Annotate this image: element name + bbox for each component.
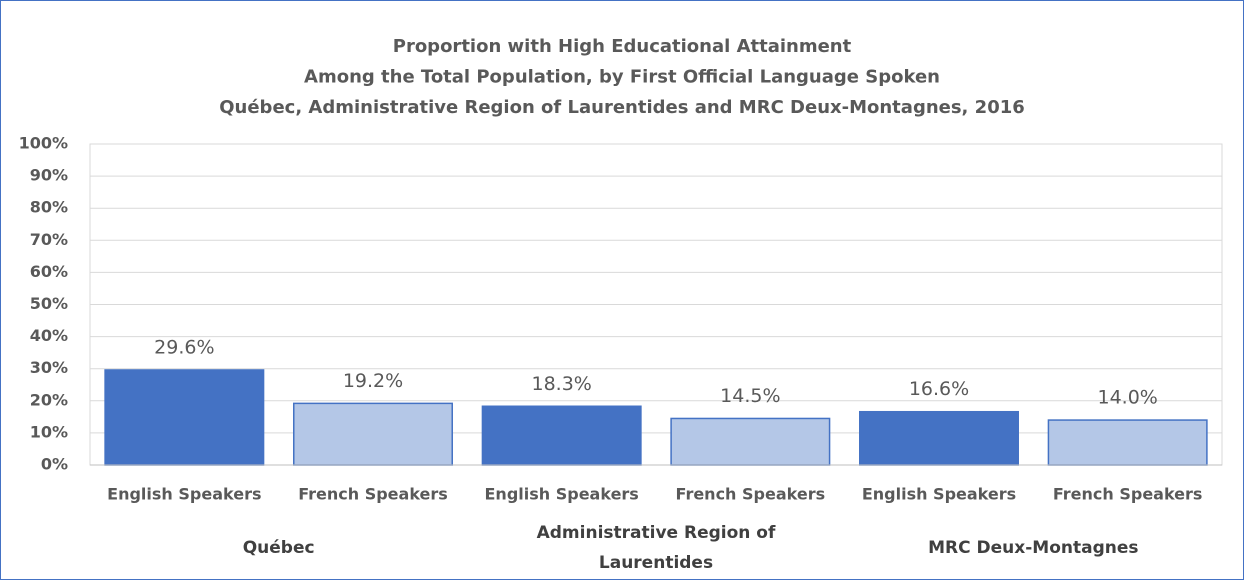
- bar: [104, 369, 265, 466]
- chart-title: Québec, Administrative Region of Laurent…: [219, 97, 1025, 118]
- data-label: 19.2%: [343, 370, 403, 392]
- group-label: MRC Deux-Montagnes: [928, 538, 1139, 558]
- group-label: Administrative Region of Laurentides: [536, 523, 776, 573]
- y-tick-label: 100%: [19, 134, 68, 153]
- data-label: 14.5%: [720, 385, 780, 407]
- y-tick-label: 10%: [30, 422, 68, 441]
- y-tick-label: 80%: [30, 198, 68, 217]
- bar: [670, 417, 831, 466]
- data-label: 18.3%: [531, 373, 591, 395]
- x-tick-label: English Speakers: [862, 485, 1016, 504]
- x-tick-label: French Speakers: [1053, 485, 1203, 504]
- data-label: 16.6%: [909, 378, 969, 400]
- y-tick-label: 40%: [30, 326, 68, 345]
- bar: [1047, 419, 1208, 466]
- y-tick-label: 50%: [30, 294, 68, 313]
- group-label: Québec: [242, 538, 315, 558]
- y-tick-label: 60%: [30, 262, 68, 281]
- y-tick-label: 0%: [41, 455, 68, 474]
- y-tick-label: 30%: [30, 358, 68, 377]
- y-tick-label: 90%: [30, 166, 68, 185]
- chart-title: Proportion with High Educational Attainm…: [393, 36, 852, 57]
- bar: [859, 410, 1019, 466]
- y-tick-label: 20%: [30, 390, 68, 409]
- data-label: 14.0%: [1097, 387, 1157, 409]
- x-tick-label: English Speakers: [107, 485, 261, 504]
- chart-title: Among the Total Population, by First Off…: [304, 67, 940, 88]
- bar: [293, 402, 453, 466]
- x-tick-label: French Speakers: [298, 485, 448, 504]
- x-tick-label: English Speakers: [485, 485, 639, 504]
- bar: [481, 405, 642, 466]
- y-tick-label: 70%: [30, 230, 68, 249]
- x-tick-label: French Speakers: [676, 485, 826, 504]
- data-label: 29.6%: [154, 336, 214, 358]
